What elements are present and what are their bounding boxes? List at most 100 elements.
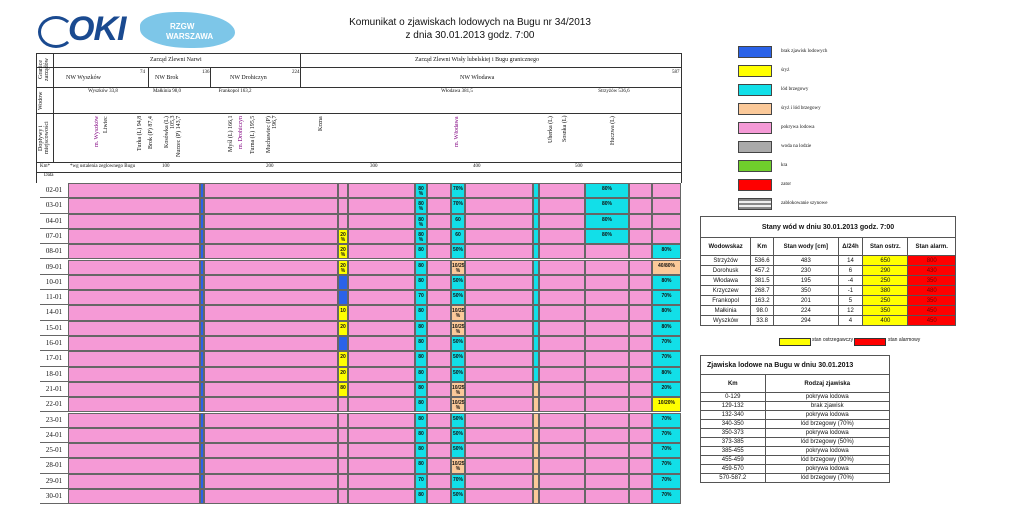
ice-cell xyxy=(200,443,204,459)
ice-cell xyxy=(539,443,585,459)
ice-cell: 70% xyxy=(652,336,681,352)
ice-cell xyxy=(629,366,652,382)
ice-cell xyxy=(652,198,681,214)
ice-phenomena-cell: lód brzegowy (70%) xyxy=(764,419,891,429)
ice-cell-label: 80 xyxy=(418,446,424,453)
ice-cell: 80 xyxy=(415,305,427,321)
ice-cell: 80 xyxy=(415,427,427,444)
ice-cell-label: 50% xyxy=(452,339,463,345)
ice-cell: 10/25 % xyxy=(451,381,465,398)
ice-cell xyxy=(629,443,652,459)
km-axis-300: 300 xyxy=(370,164,378,169)
ice-cell-label: 80% xyxy=(601,231,612,238)
ice-cell xyxy=(539,381,585,398)
ice-cell xyxy=(427,427,451,444)
ice-cell xyxy=(533,412,539,428)
legend-alarm-swatch xyxy=(854,338,886,346)
ice-cell: 80% xyxy=(585,228,629,245)
ice-cell xyxy=(585,259,629,275)
ice-cell xyxy=(204,473,338,489)
ice-cell xyxy=(427,198,451,214)
ice-cell xyxy=(539,305,585,321)
ice-cell xyxy=(585,443,629,459)
ice-cell xyxy=(585,366,629,382)
ice-cell xyxy=(629,183,652,199)
legend-swatch xyxy=(738,84,772,96)
water-levels-cell: Włodawa xyxy=(699,275,752,286)
row-label-doplywy: Dopływy i miejscowości xyxy=(38,121,50,155)
ice-cell xyxy=(348,274,415,291)
ice-cell xyxy=(338,198,348,214)
ice-cell: 70% xyxy=(652,290,681,306)
ice-cell: 40/80% xyxy=(652,259,681,275)
nw-wyszkow: NW Wyszków xyxy=(66,75,101,81)
ice-phenomena-row: 455-459 lód brzegowy (90%) xyxy=(700,455,891,465)
ice-cell-label: 80 xyxy=(418,339,424,345)
tributary-label: Brok (P) 87,4 xyxy=(148,116,154,149)
water-levels-cell: 650 xyxy=(862,255,909,266)
ice-cell: 80% xyxy=(652,320,681,336)
ice-cell-label: 70% xyxy=(661,293,672,300)
ice-cell xyxy=(533,290,539,306)
ice-cell xyxy=(204,213,338,229)
km-mark-2: 136 xyxy=(202,70,210,75)
water-levels-cell: 230 xyxy=(773,265,839,276)
zarzad-narwi: Zarząd Zlewni Narwi xyxy=(150,57,202,63)
ice-phenomena-title: Zjawiska lodowe na Bugu w dniu 30.01.201… xyxy=(700,355,890,375)
water-levels-cell: 450 xyxy=(907,315,956,326)
ice-cell xyxy=(348,473,415,489)
ice-cell xyxy=(539,274,585,291)
ice-cell xyxy=(348,183,415,199)
tributary-label: Liwiec xyxy=(103,116,109,133)
nw-wlodawa: NW Włodawa xyxy=(460,75,495,81)
ice-cell xyxy=(427,183,451,199)
ice-cell xyxy=(204,381,338,398)
ice-cell xyxy=(348,381,415,398)
ice-cell-label: 70% xyxy=(661,461,672,468)
water-levels-cell: Dorohusk xyxy=(699,265,752,276)
ice-cell xyxy=(200,244,204,260)
ice-cell: 80 xyxy=(415,412,427,428)
ice-cell xyxy=(533,198,539,214)
legend-swatch xyxy=(738,65,772,77)
ice-cell: 70% xyxy=(652,443,681,459)
ice-cell xyxy=(427,305,451,321)
ice-cell xyxy=(200,320,204,336)
date-cell: 28-01 xyxy=(40,458,68,474)
ice-cell xyxy=(539,183,585,199)
ice-cell xyxy=(533,244,539,260)
row-label-granice: Granice zarządów xyxy=(38,58,50,82)
ice-cell: 20 % xyxy=(338,228,348,245)
ice-cell xyxy=(585,290,629,306)
water-levels-cell: 163.2 xyxy=(750,295,775,306)
ice-phenomena-cell: 570-587.2 xyxy=(700,473,766,483)
ice-cell: 20 xyxy=(338,366,348,382)
ice-cell xyxy=(629,397,652,413)
water-levels-cell: 5 xyxy=(837,295,864,306)
ice-cell xyxy=(68,351,200,367)
ice-cell-label: 20 % xyxy=(340,247,346,259)
ice-cell-label: 20 xyxy=(340,354,346,361)
ice-cell-label: 80 xyxy=(418,247,424,254)
tributary-label: Sosnka (L) xyxy=(562,116,568,143)
ice-phenomena-cell: pokrywa lodowa xyxy=(764,392,891,402)
ice-cell xyxy=(348,427,415,444)
ice-cell xyxy=(204,366,338,382)
date-cell: 16-01 xyxy=(40,336,68,352)
water-levels-cell: 480 xyxy=(907,285,956,296)
ice-cell-label: 80% xyxy=(661,277,672,284)
ice-cell-label: 70% xyxy=(661,476,672,483)
ice-cell xyxy=(68,412,200,428)
water-levels-row: Dorohusk 457.2 230 6 290 430 xyxy=(699,265,956,276)
ice-phenomena-cell: 340-350 xyxy=(700,419,766,429)
date-cell: 09-01 xyxy=(40,260,68,275)
ice-cell: 80% xyxy=(585,183,629,199)
ice-cell xyxy=(427,274,451,291)
water-levels-cell: 250 xyxy=(862,295,909,306)
water-levels-cell: 380 xyxy=(862,285,909,296)
km-axis-100: 100 xyxy=(162,164,170,169)
ice-cell: 70% xyxy=(652,412,681,428)
ice-cell xyxy=(533,458,539,474)
km-axis-400: 400 xyxy=(473,164,481,169)
ice-cell xyxy=(585,351,629,367)
